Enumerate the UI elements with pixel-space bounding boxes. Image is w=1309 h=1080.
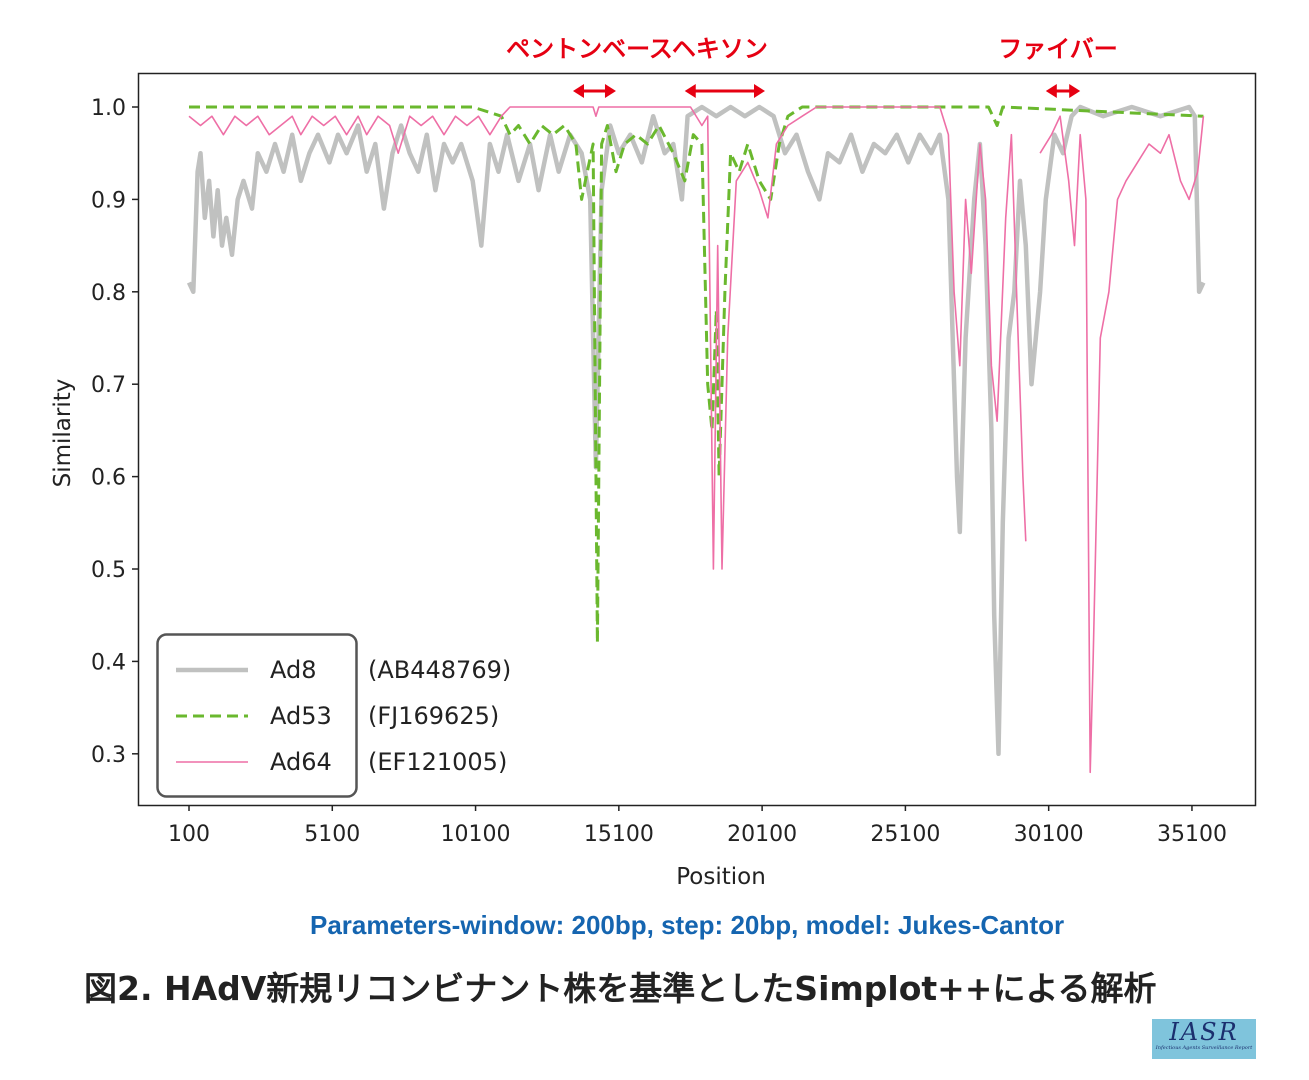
- x-tick-label: 10100: [441, 822, 511, 847]
- x-tick-label: 5100: [304, 822, 360, 847]
- y-tick-label: 0.8: [91, 281, 126, 306]
- arrow-right-icon: [604, 84, 616, 98]
- arrow-right-icon: [753, 84, 765, 98]
- region-label: ペントンベース: [506, 35, 673, 63]
- arrow-left-icon: [684, 84, 696, 98]
- legend-label: Ad8: [270, 656, 317, 684]
- y-tick-label: 0.6: [91, 466, 126, 491]
- region-label: ヘキソン: [672, 35, 768, 63]
- x-axis: 100 5100 10100 15100 20100 25100 30100 35100: [168, 805, 1227, 847]
- x-tick-label: 20100: [727, 822, 797, 847]
- iasr-logo: IASR Infectious Agents Surveillance Repo…: [1152, 1019, 1256, 1059]
- y-tick-label: 0.9: [91, 188, 126, 213]
- y-axis: 0.3 0.4 0.5 0.6 0.7 0.8 0.9 1.0: [91, 96, 138, 768]
- y-tick-label: 0.3: [91, 743, 126, 768]
- x-tick-label: 30100: [1014, 822, 1084, 847]
- legend-label: Ad53: [270, 702, 332, 730]
- x-tick-label: 35100: [1157, 822, 1227, 847]
- y-tick-label: 1.0: [91, 96, 126, 121]
- series-line-ad64: [188, 106, 1205, 774]
- legend-accession: (EF121005): [368, 748, 507, 776]
- y-tick-label: 0.4: [91, 650, 126, 675]
- y-axis-label: Similarity: [50, 379, 76, 488]
- legend-accession: (AB448769): [368, 656, 511, 684]
- similarity-plot: 100 5100 10100 15100 20100 25100 30100 35100 0.…: [50, 35, 1257, 890]
- plot-frame: [137, 72, 1257, 807]
- arrow-left-icon: [1045, 84, 1057, 98]
- x-tick-label: 100: [168, 822, 210, 847]
- legend-accession: (FJ169625): [368, 702, 499, 730]
- parameters-note: Parameters-window: 200bp, step: 20bp, mo…: [310, 910, 1065, 940]
- y-tick-label: 0.5: [91, 558, 126, 583]
- figure-caption: 図2. HAdV新規リコンビナント株を基準としたSimplot++による解析: [84, 969, 1157, 1008]
- series-line-ad8: [186, 104, 1206, 757]
- x-tick-label: 25100: [870, 822, 940, 847]
- series-line-ad53: [189, 105, 1204, 645]
- legend-box: [156, 633, 358, 798]
- x-axis-label: Position: [676, 864, 766, 890]
- arrow-left-icon: [572, 84, 584, 98]
- series-lines: [186, 104, 1206, 774]
- y-tick-label: 0.7: [91, 373, 126, 398]
- legend: Ad8 (AB448769) Ad53 (FJ169625) Ad64 (EF121005…: [156, 633, 511, 798]
- legend-label: Ad64: [270, 748, 332, 776]
- x-tick-label: 15100: [584, 822, 654, 847]
- region-label: ファイバー: [998, 35, 1118, 63]
- arrow-right-icon: [1069, 84, 1081, 98]
